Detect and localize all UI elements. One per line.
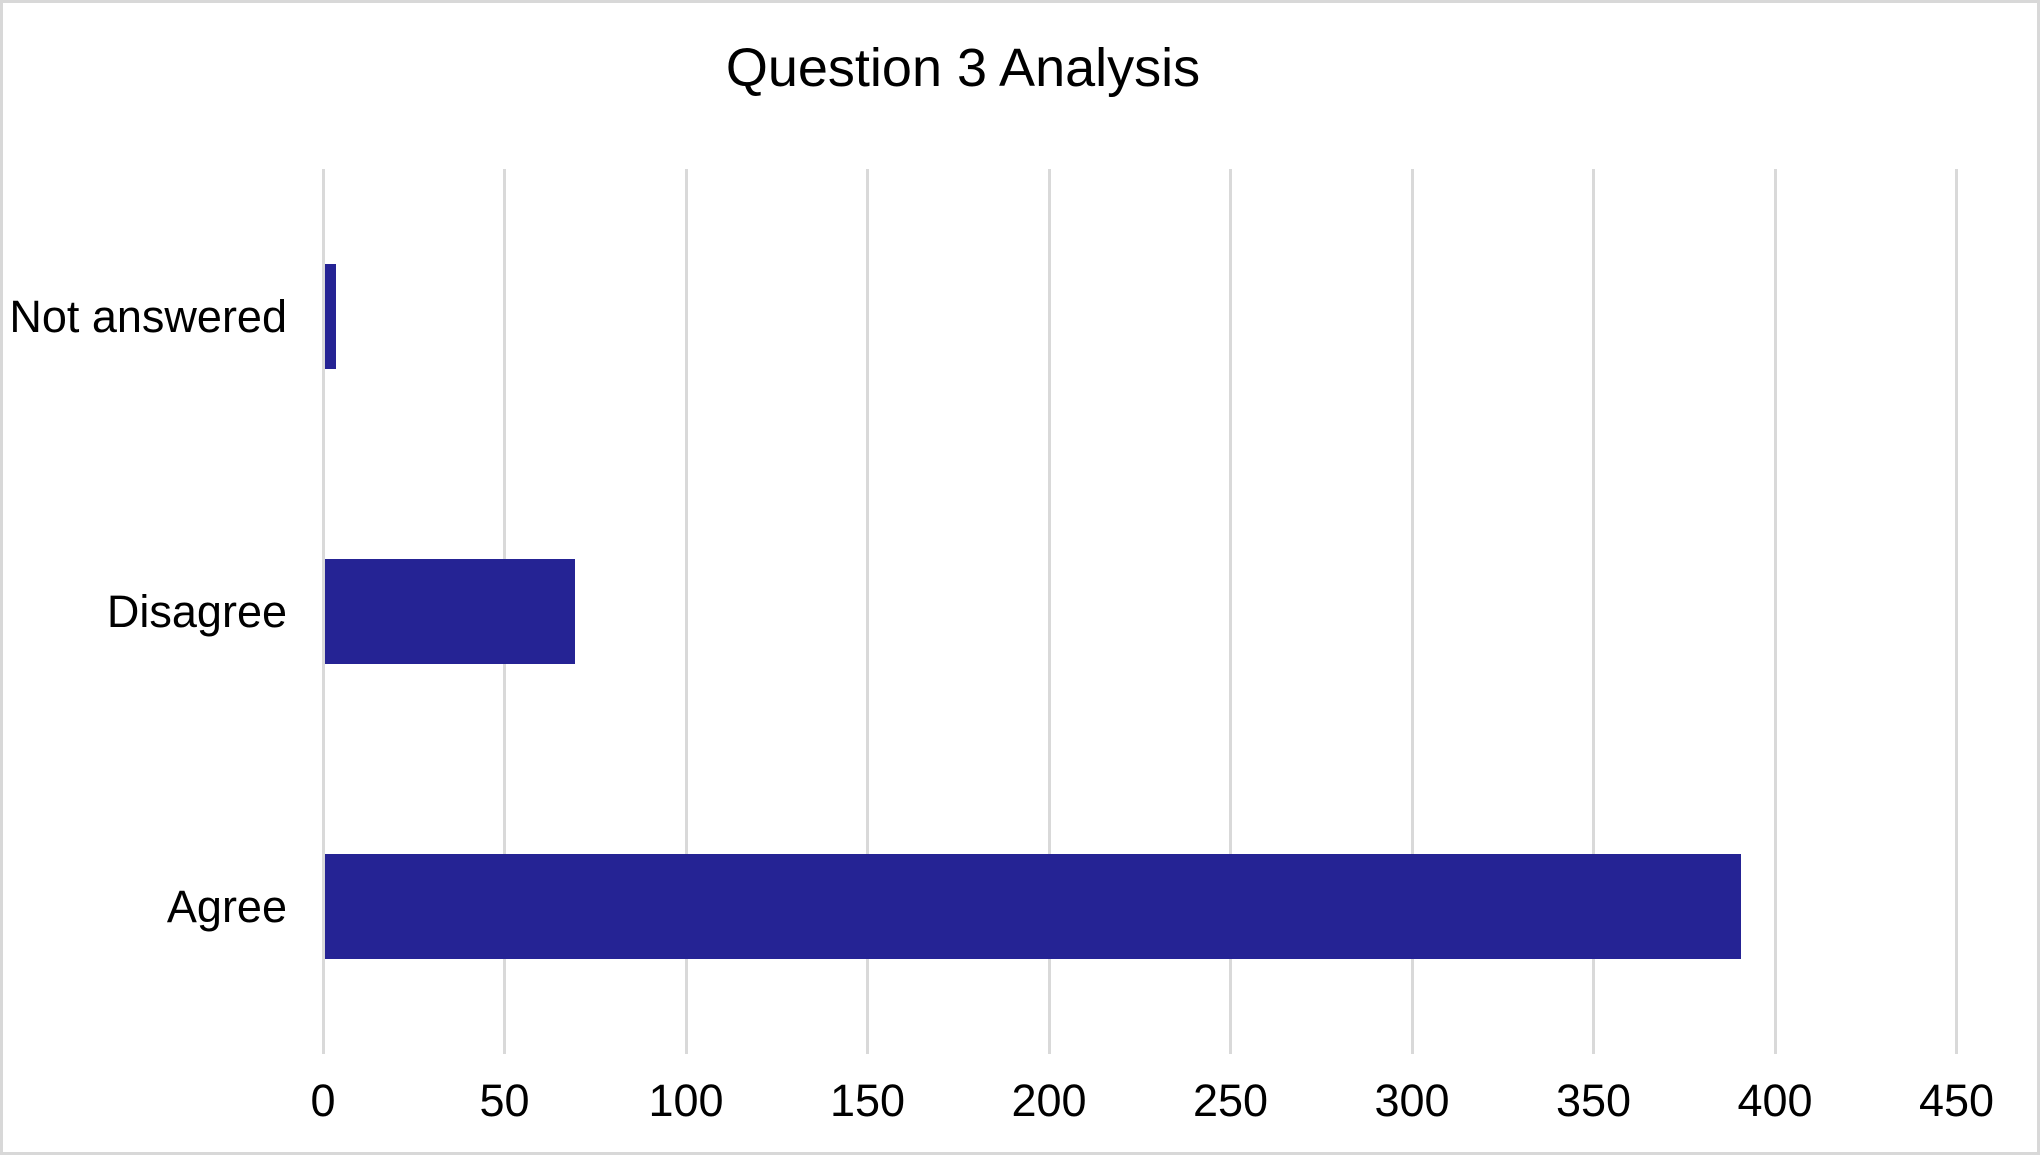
x-tick-label: 150 xyxy=(829,1075,906,1126)
gridline xyxy=(1047,169,1051,1054)
value-axis: 0 50 100 150 200 250 300 350 400 450 xyxy=(3,1075,2037,1135)
bar xyxy=(325,854,1741,959)
gridline xyxy=(1955,169,1958,1054)
x-tick-label: 250 xyxy=(1192,1075,1269,1126)
chart-title: Question 3 Analysis xyxy=(725,38,1201,98)
gridline xyxy=(321,169,325,1054)
category-label: Agree xyxy=(166,880,287,932)
gridline xyxy=(1229,169,1232,1054)
gridline xyxy=(1592,169,1595,1054)
gridline xyxy=(1410,169,1414,1054)
gridline xyxy=(866,169,869,1054)
x-tick-label: 50 xyxy=(479,1075,530,1126)
x-tick-label: 300 xyxy=(1374,1075,1450,1126)
bar xyxy=(325,264,336,369)
x-tick-label: 400 xyxy=(1737,1075,1813,1126)
gridline xyxy=(684,169,688,1054)
plot-area xyxy=(321,169,2003,1054)
category-axis: Not answered Disagree Agree xyxy=(3,169,287,1054)
category-label: Not answered xyxy=(9,290,287,342)
gridline xyxy=(1773,169,1777,1054)
x-tick-label: 200 xyxy=(1011,1075,1087,1126)
x-tick-label: 100 xyxy=(648,1075,724,1126)
x-tick-label: 350 xyxy=(1555,1075,1632,1126)
x-tick-label: 450 xyxy=(1918,1075,1995,1126)
category-label: Disagree xyxy=(106,585,287,637)
x-tick-label: 0 xyxy=(310,1075,336,1126)
bar xyxy=(325,559,576,664)
